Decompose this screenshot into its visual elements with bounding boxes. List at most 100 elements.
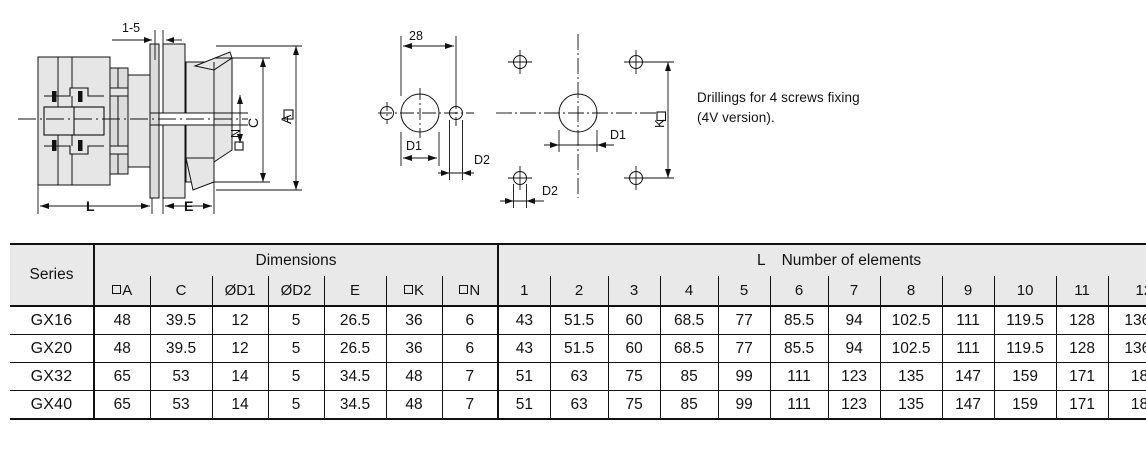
svg-text:N: N xyxy=(229,129,243,138)
label-hole-D1: D1 xyxy=(406,139,422,153)
cell-N: 6 xyxy=(441,306,499,335)
cell-el-2: 63 xyxy=(549,362,609,391)
cell-el-6: 111 xyxy=(769,362,829,391)
technical-drawings: 1-5 L E N C A xyxy=(18,21,860,214)
cell-el-10: 119.5 xyxy=(993,306,1057,335)
specification-table-wrapper: Series Dimensions L Number of elements A … xyxy=(10,243,1146,420)
header-el-9: 9 xyxy=(941,276,995,307)
four-screw-drilling-drawing: K D1 D2 xyxy=(496,34,674,208)
label-dim-L: L xyxy=(86,198,95,214)
header-col-K: K xyxy=(385,276,442,307)
label-spacing-28: 28 xyxy=(409,29,423,43)
cell-C: 39.5 xyxy=(149,334,212,363)
cell-el-8: 135 xyxy=(879,390,943,419)
cell-D2: 5 xyxy=(267,334,324,363)
cell-D1: 12 xyxy=(211,306,268,335)
cell-E: 26.5 xyxy=(323,306,386,335)
table-row: GX16 48 39.5 12 5 26.5 36 6 43 51.5 60 6… xyxy=(10,306,1146,335)
cell-E: 34.5 xyxy=(323,390,386,419)
cell-el-7: 123 xyxy=(827,362,881,391)
label-square-K: K xyxy=(652,119,667,128)
square-symbol-K xyxy=(656,111,667,122)
cell-el-3: 60 xyxy=(607,306,661,335)
cell-el-9: 147 xyxy=(941,390,995,419)
cell-A: 48 xyxy=(93,334,150,363)
header-group-dimensions: Dimensions xyxy=(92,243,499,276)
cell-K: 48 xyxy=(385,390,442,419)
label-dim-N: N xyxy=(229,129,243,138)
label-dim-E: E xyxy=(184,198,193,214)
cell-el-12: 136.5 xyxy=(1107,334,1146,363)
drilling-note: Drillings for 4 screws fixing (4V versio… xyxy=(697,90,860,125)
table-row: GX32 65 53 14 5 34.5 48 7 51 63 75 85 99… xyxy=(10,362,1146,391)
header-col-C: C xyxy=(149,276,212,307)
header-series: Series xyxy=(10,243,94,307)
header-col-D1: ØD1 xyxy=(211,276,268,307)
cell-el-8: 102.5 xyxy=(879,334,943,363)
header-el-1: 1 xyxy=(497,276,551,307)
table-header: Series Dimensions L Number of elements A … xyxy=(10,243,1146,307)
cell-el-1: 51 xyxy=(497,362,551,391)
cell-D1: 14 xyxy=(211,390,268,419)
cell-el-5: 77 xyxy=(717,306,771,335)
cell-D2: 5 xyxy=(267,306,324,335)
cell-el-4: 85 xyxy=(659,362,719,391)
cell-el-5: 99 xyxy=(717,362,771,391)
header-group-elements-text: Number of elements xyxy=(781,251,922,269)
cell-el-12: 183 xyxy=(1107,362,1146,391)
single-screw-drilling-drawing: 28 D1 D2 xyxy=(378,29,490,180)
cell-el-9: 111 xyxy=(941,334,995,363)
header-group-elements-L: L xyxy=(756,251,766,269)
cell-K: 36 xyxy=(385,306,442,335)
cell-N: 7 xyxy=(441,390,499,419)
square-symbol-A xyxy=(283,109,294,120)
cell-series: GX16 xyxy=(10,306,94,335)
cell-el-3: 60 xyxy=(607,334,661,363)
cell-C: 53 xyxy=(149,390,212,419)
cell-el-2: 51.5 xyxy=(549,334,609,363)
cell-el-9: 147 xyxy=(941,362,995,391)
cell-el-1: 43 xyxy=(497,306,551,335)
header-el-8: 8 xyxy=(879,276,943,307)
cell-el-2: 51.5 xyxy=(549,306,609,335)
cell-el-5: 77 xyxy=(717,334,771,363)
cell-el-9: 111 xyxy=(941,306,995,335)
cell-el-10: 159 xyxy=(993,362,1057,391)
square-glyph xyxy=(459,285,469,294)
cell-el-3: 75 xyxy=(607,390,661,419)
header-el-6: 6 xyxy=(769,276,829,307)
header-col-D2: ØD2 xyxy=(267,276,324,307)
label-dim-C: C xyxy=(245,118,261,128)
header-col-E: E xyxy=(323,276,386,307)
cell-el-8: 135 xyxy=(879,362,943,391)
cell-D1: 14 xyxy=(211,362,268,391)
cell-el-11: 171 xyxy=(1055,362,1109,391)
cell-el-8: 102.5 xyxy=(879,306,943,335)
cell-series: GX40 xyxy=(10,390,94,419)
cell-el-5: 99 xyxy=(717,390,771,419)
cell-el-10: 119.5 xyxy=(993,334,1057,363)
cell-K: 48 xyxy=(385,362,442,391)
cell-C: 53 xyxy=(149,362,212,391)
cell-el-4: 68.5 xyxy=(659,306,719,335)
cell-N: 7 xyxy=(441,362,499,391)
cell-el-10: 159 xyxy=(993,390,1057,419)
cell-series: GX32 xyxy=(10,362,94,391)
cell-E: 26.5 xyxy=(323,334,386,363)
cell-el-1: 43 xyxy=(497,334,551,363)
cell-el-4: 68.5 xyxy=(659,334,719,363)
cell-A: 65 xyxy=(93,362,150,391)
cell-el-6: 85.5 xyxy=(769,306,829,335)
header-el-12: 12 xyxy=(1107,276,1146,307)
cell-D2: 5 xyxy=(267,362,324,391)
cell-series: GX20 xyxy=(10,334,94,363)
table-body: GX16 48 39.5 12 5 26.5 36 6 43 51.5 60 6… xyxy=(10,306,1146,419)
header-el-4: 4 xyxy=(659,276,719,307)
cell-C: 39.5 xyxy=(149,306,212,335)
cell-E: 34.5 xyxy=(323,362,386,391)
label-hole-D2: D2 xyxy=(474,153,490,167)
cell-D1: 12 xyxy=(211,334,268,363)
cell-K: 36 xyxy=(385,334,442,363)
cell-el-6: 85.5 xyxy=(769,334,829,363)
